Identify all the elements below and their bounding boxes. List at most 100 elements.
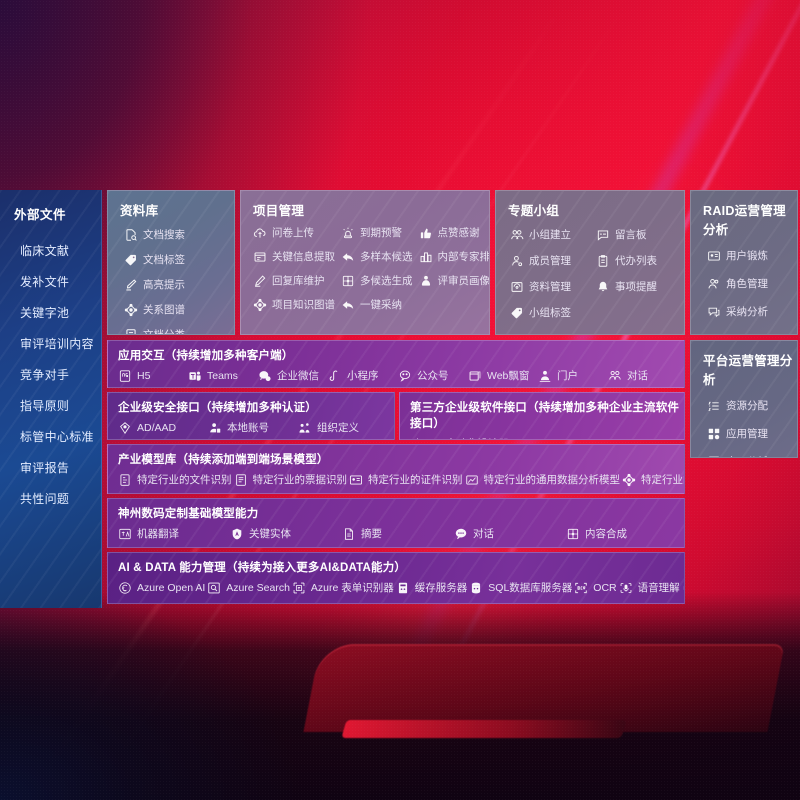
panel-platform-title: 平台运营管理分析 — [703, 354, 793, 387]
aidata-item-label: 语音理解 — [637, 582, 680, 594]
entity-badge-icon — [230, 527, 244, 541]
sidebar-item-supplementary-docs[interactable]: 发补文件 — [20, 275, 70, 289]
background-bottomleft-shadow — [0, 600, 336, 800]
platform-item-resource-allocation[interactable]: 资源分配 — [707, 398, 791, 413]
interaction-item-portal[interactable]: 门户 — [538, 368, 606, 383]
group-item-todo-list[interactable]: 代办列表 — [596, 253, 676, 268]
sidebar: 外部文件 临床文献 发补文件 关键字池 审评培训内容 竞争对手 指导原则 标管中… — [0, 190, 102, 608]
aidata-item-ocr[interactable]: OCR — [574, 581, 617, 595]
aidata-item-tts[interactable]: TTS — [682, 581, 684, 595]
library-item-relation-graph[interactable]: 关系图谱 — [124, 302, 228, 317]
project-item-key-info-extract[interactable]: 关键信息提取 — [253, 249, 335, 264]
interaction-item-teams[interactable]: Teams — [188, 369, 256, 383]
base-item-summary[interactable]: 摘要 — [342, 526, 452, 541]
sidebar-item-guidelines[interactable]: 指导原则 — [20, 399, 70, 413]
library-item-highlight-tip[interactable]: 高亮提示 — [124, 277, 228, 292]
chat-bubble-icon — [454, 527, 468, 541]
library-item-document-classify[interactable]: 文档分类 — [124, 327, 228, 334]
industry-item-knowledge-graph-model[interactable]: 特定行业的通用知识图谱模型 — [622, 472, 684, 487]
industry-item-data-analysis-model[interactable]: 特定行业的通用数据分析模型 — [465, 472, 620, 487]
platform-item-app-management[interactable]: 应用管理 — [707, 426, 791, 441]
project-item-label: 点赞感谢 — [437, 227, 480, 239]
platform-item-app-analysis[interactable]: 应用分析 — [707, 454, 791, 457]
interaction-item-h5[interactable]: H5 — [118, 369, 186, 383]
base-item-content-synthesis[interactable]: 内容合成 — [566, 526, 676, 541]
sidebar-item-review-training[interactable]: 审评培训内容 — [20, 337, 94, 351]
raid-item-user-training[interactable]: 用户锻炼 — [707, 248, 791, 263]
aidata-item-form-recognizer[interactable]: Azure 表单识别器 — [292, 580, 394, 595]
thumbs-up-icon — [419, 226, 433, 240]
interaction-item-dialog[interactable]: 对话 — [608, 368, 676, 383]
aidata-item-azure-open-ai[interactable]: Azure Open AI — [118, 581, 205, 595]
industry-item-id-recognition[interactable]: 特定行业的证件识别 — [349, 472, 463, 487]
panel-platform-analysis: 平台运营管理分析 资源分配 应用管理 应用分析 — [690, 340, 798, 458]
group-item-material-management[interactable]: 资料管理 — [510, 279, 590, 294]
sidebar-item-keyword-pool[interactable]: 关键字池 — [20, 306, 70, 320]
sidebar-title: 外部文件 — [14, 208, 67, 222]
base-item-key-entity[interactable]: 关键实体 — [230, 526, 340, 541]
industry-item-receipt-recognition[interactable]: 特定行业的票据识别 — [234, 472, 347, 487]
group-item-member-management[interactable]: 成员管理 — [510, 253, 590, 268]
group-item-item-reminder[interactable]: 事项提醒 — [596, 279, 676, 294]
extract-window-icon — [253, 250, 267, 264]
group-item-message-board[interactable]: 留言板 — [596, 227, 676, 242]
sidebar-item-clinical-literature[interactable]: 临床文献 — [20, 244, 70, 258]
group-item-label: 小组建立 — [529, 229, 571, 241]
id-card-icon — [349, 473, 363, 487]
project-item-reply-library-maintain[interactable]: 回复库维护 — [253, 273, 335, 288]
raid-item-role-management[interactable]: 角色管理 — [707, 276, 791, 291]
project-item-project-knowledge-graph[interactable]: 项目知识图谱 — [253, 297, 335, 312]
raid-item-issue-trend[interactable]: 问题趋势 — [707, 332, 791, 334]
project-item-internal-expert-ranking[interactable]: 内部专家排名 — [419, 249, 489, 264]
strip-thirdparty-title: 第三方企业级软件接口（持续增加多种企业主流软件接口） — [410, 402, 680, 430]
sidebar-item-competitors[interactable]: 竞争对手 — [20, 368, 70, 382]
industry-item-file-recognition[interactable]: 特定行业的文件识别 — [118, 472, 232, 487]
project-item-label: 关键信息提取 — [272, 251, 335, 263]
interaction-item-web-popup[interactable]: Web飘窗 — [468, 368, 536, 383]
library-item-document-search[interactable]: 文档搜索 — [124, 227, 228, 242]
platform-item-label: 应用分析 — [726, 454, 768, 457]
panel-topic-group: 专题小组 小组建立 留言板 成员管理 代办列表 资料管理 — [495, 190, 685, 335]
platform-item-label: 资源分配 — [726, 400, 768, 412]
interaction-item-wecom[interactable]: 企业微信 — [258, 368, 326, 383]
interaction-item-official-account[interactable]: 公众号 — [398, 368, 466, 383]
interaction-item-miniprogram[interactable]: 小程序 — [328, 368, 396, 383]
sidebar-item-standards-center[interactable]: 标管中心标准 — [20, 430, 94, 444]
group-item-group-tag[interactable]: 小组标签 — [510, 305, 590, 320]
aidata-item-azure-search[interactable]: Azure Search — [207, 581, 290, 595]
wecom-icon — [258, 369, 272, 383]
raid-item-adoption-analysis[interactable]: 采纳分析 — [707, 304, 791, 319]
panel-project-items: 问卷上传 到期预警 点赞感谢 关键信息提取 多样本候选 内部专家排名 — [241, 219, 489, 312]
panel-raid-items: 用户锻炼 角色管理 采纳分析 问题趋势 — [691, 238, 797, 334]
graph-network-icon — [622, 473, 636, 487]
project-item-expiry-alert[interactable]: 到期预警 — [341, 225, 413, 240]
project-item-questionnaire-upload[interactable]: 问卷上传 — [253, 225, 335, 240]
project-item-multi-sample-candidate[interactable]: 多样本候选 — [341, 249, 413, 264]
project-item-reviewer-portrait[interactable]: 评审员画像 — [419, 273, 489, 288]
miniprogram-icon — [328, 369, 342, 383]
security-item-local-account[interactable]: 本地账号 — [208, 420, 296, 435]
aidata-item-sql-database-server[interactable]: SQL数据库服务器 — [469, 580, 572, 595]
base-item-machine-translation[interactable]: 机器翻译 — [118, 526, 228, 541]
aidata-item-speech-understanding[interactable]: 语音理解 — [619, 580, 680, 595]
project-item-multi-candidate-generate[interactable]: 多候选生成 — [341, 273, 413, 288]
project-item-one-click-adopt[interactable]: 一键采纳 — [341, 297, 413, 312]
sidebar-item-review-report[interactable]: 审评报告 — [20, 461, 70, 475]
highlighter-icon — [124, 278, 138, 292]
strip-aidata-items: Azure Open AI Azure Search Azure 表单识别器 缓… — [108, 575, 684, 601]
library-item-document-tag[interactable]: 文档标签 — [124, 252, 228, 267]
panel-platform-items: 资源分配 应用管理 应用分析 — [691, 388, 797, 457]
security-item-org-define[interactable]: 组织定义 — [298, 420, 386, 435]
base-item-dialog[interactable]: 对话 — [454, 526, 564, 541]
project-item-thanks-like[interactable]: 点赞感谢 — [419, 225, 490, 240]
project-item-label: 多样本候选 — [360, 251, 413, 263]
h5-icon — [118, 369, 132, 383]
graph-network-icon — [124, 303, 138, 317]
group-item-create-group[interactable]: 小组建立 — [510, 227, 590, 242]
security-item-ad-aad[interactable]: AD/AAD — [118, 421, 206, 435]
translate-icon — [118, 527, 132, 541]
openai-spiral-icon — [118, 581, 132, 595]
sidebar-item-common-issues[interactable]: 共性问题 — [20, 492, 70, 506]
aidata-item-cache-server[interactable]: 缓存服务器 — [396, 580, 467, 595]
thirdparty-item-api-designer[interactable]: API自动化设计器 — [410, 436, 509, 439]
